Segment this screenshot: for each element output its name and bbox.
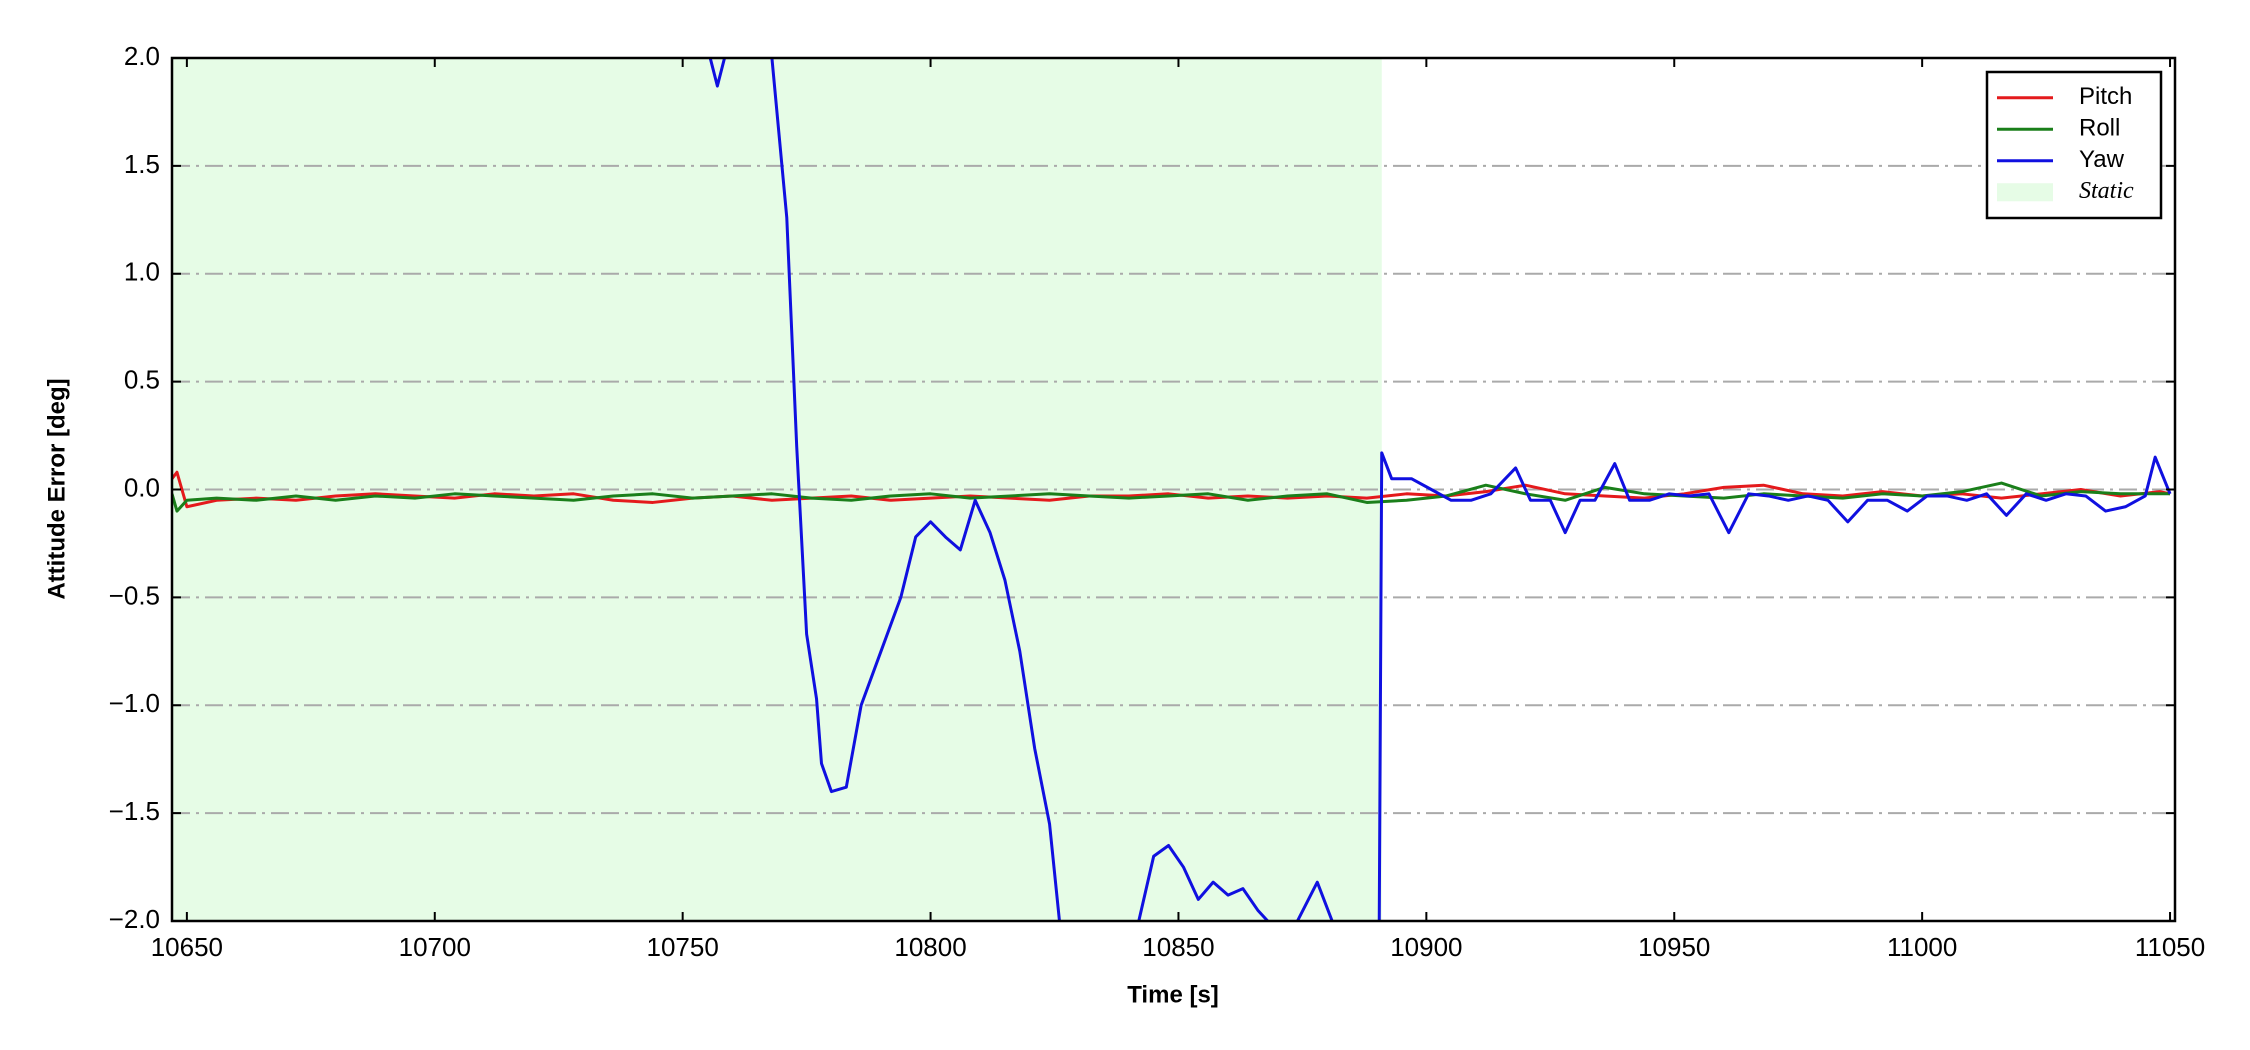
x-tick-label: 10700: [399, 932, 471, 962]
series-line: [708, 58, 2172, 921]
x-tick-label: 10950: [1638, 932, 1710, 962]
legend-swatch: [1997, 183, 2053, 202]
y-tick-label: −1.5: [109, 796, 160, 826]
lines: [172, 58, 2172, 921]
y-tick-label: 2.0: [124, 41, 160, 71]
x-tick-label: 10850: [1142, 932, 1214, 962]
x-tick-label: 10900: [1390, 932, 1462, 962]
y-tick-label: −1.0: [109, 688, 160, 718]
x-axis-label: Time [s]: [1127, 981, 1219, 1008]
x-tick-label: 11050: [2135, 932, 2205, 962]
x-tick-label: 10750: [647, 932, 719, 962]
legend-label: Static: [2079, 178, 2134, 204]
y-tick-label: 1.0: [124, 257, 160, 287]
x-tick-label: 10650: [151, 932, 223, 962]
y-axis-label: Attitude Error [deg]: [43, 378, 70, 599]
series-line: [172, 481, 2171, 513]
y-tick-label: 0.0: [124, 472, 160, 502]
legend-label: Roll: [2079, 115, 2120, 142]
y-tick-label: 0.5: [124, 365, 160, 395]
series-line: [172, 470, 2171, 509]
x-tick-label: 11000: [1887, 932, 1957, 962]
legend-label: Yaw: [2079, 146, 2125, 173]
y-tick-label: 1.5: [124, 149, 160, 179]
y-tick-label: −2.0: [109, 904, 160, 934]
legend: Pitch Roll Yaw Static: [1985, 70, 2163, 220]
y-tick-label: −0.5: [109, 580, 160, 610]
grid: [172, 164, 2175, 815]
x-tick-label: 10800: [894, 932, 966, 962]
legend-label: Pitch: [2079, 83, 2132, 110]
